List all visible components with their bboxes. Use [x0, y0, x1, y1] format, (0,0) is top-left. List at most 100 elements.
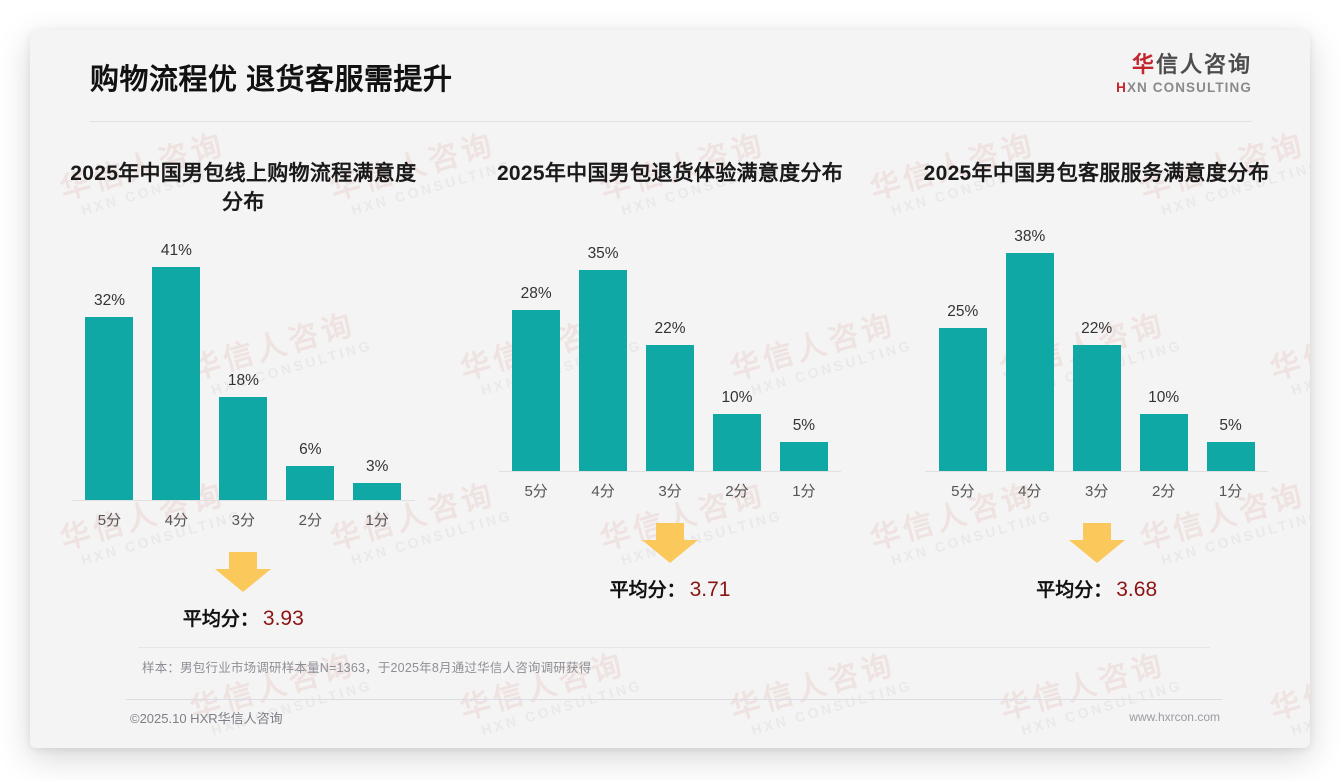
arrow-shaft [1082, 522, 1111, 541]
header-divider [90, 121, 1252, 122]
bar[interactable] [353, 482, 402, 500]
average-score-block: 平均分： 3.68 [897, 522, 1296, 602]
bar-value-label: 25% [947, 302, 979, 320]
chart-panel-3: 2025年中国男包客服服务满意度分布 25% 38% 22% 10% 5% 5分 4分 3分 2分… [883, 140, 1310, 670]
arrow-down-icon [1068, 522, 1125, 563]
arrow-head [642, 539, 698, 563]
x-axis-tick-label: 5分 [951, 483, 975, 501]
bar-slot: 22% [1063, 213, 1130, 471]
bar[interactable] [1206, 441, 1255, 471]
arrow-head [1068, 539, 1125, 563]
bar-slot: 41% [143, 242, 210, 500]
bar-value-label: 38% [1014, 227, 1046, 245]
average-score-label: 平均分： [1036, 579, 1113, 601]
bar-slot: 18% [210, 242, 277, 500]
footer-divider [126, 699, 1222, 700]
chart-plot-area: 28% 35% 22% 10% 5% 5分 4分 3分 2分 1分 [498, 207, 842, 507]
bar[interactable] [512, 309, 561, 471]
bar-slot: 6% [277, 242, 344, 500]
chart-plot-area: 32% 41% 18% 6% 3% 5分 4分 3分 2分 1分 [72, 236, 415, 536]
arrow-head [215, 568, 272, 592]
x-axis-tick-label: 5分 [524, 483, 548, 501]
arrow-shaft [229, 551, 258, 570]
average-score-block: 平均分： 3.93 [44, 551, 443, 631]
bar[interactable] [579, 269, 628, 471]
bar-value-label: 10% [1148, 388, 1180, 406]
source-footnote: 样本：男包行业市场调研样本量N=1363，于2025年8月通过华信人咨询调研获得 [142, 661, 592, 675]
logo-cn-accent: 华 [1131, 52, 1156, 77]
x-axis-tick-label: 2分 [1151, 483, 1176, 501]
bar[interactable] [85, 316, 134, 500]
bar-group: 28% 35% 22% 10% 5% [503, 213, 838, 471]
bar-value-label: 28% [520, 284, 552, 302]
bar-value-label: 41% [160, 241, 192, 259]
bar[interactable] [219, 396, 268, 500]
charts-row: 2025年中国男包线上购物流程满意度分布 32% 41% 18% 6% 3% 5分 4分 3分 2… [30, 140, 1310, 670]
logo-en-accent: H [1116, 80, 1127, 96]
x-axis-tick-label: 2分 [298, 512, 322, 530]
bar[interactable] [1139, 413, 1188, 471]
bar-value-label: 5% [792, 416, 816, 434]
bar[interactable] [1072, 344, 1121, 471]
bar-slot: 10% [1130, 213, 1197, 471]
bar-slot: 5% [1197, 213, 1264, 471]
bar-slot: 32% [76, 242, 143, 500]
bar-group: 32% 41% 18% 6% 3% [76, 242, 411, 500]
x-axis-tick-label: 3分 [1085, 483, 1109, 501]
x-axis-tick-label: 1分 [792, 483, 816, 501]
x-axis-tick-label: 1分 [365, 512, 389, 530]
page-title: 购物流程优 退货客服需提升 [90, 64, 453, 96]
x-axis-line [72, 499, 415, 501]
bar[interactable] [712, 413, 761, 471]
slide-header: 购物流程优 退货客服需提升 华信人咨询 HXN CONSULTING [30, 30, 1310, 122]
x-axis-tick-label: 4分 [591, 483, 615, 501]
x-axis-tick-label: 1分 [1218, 483, 1243, 501]
average-score-line: 平均分： 3.68 [1036, 575, 1157, 602]
average-score-value: 3.93 [262, 606, 304, 630]
logo-en-rest: XN CONSULTING [1126, 80, 1252, 96]
average-score-value: 3.68 [1116, 577, 1158, 601]
arrow-down-icon [642, 522, 698, 563]
copyright-text: ©2025.10 HXR华信人咨询 [130, 711, 283, 726]
bar-value-label: 5% [1219, 416, 1242, 434]
website-url: www.hxrcon.com [1129, 710, 1220, 724]
bar-slot: 38% [996, 213, 1063, 471]
bar-slot: 5% [770, 213, 837, 471]
logo-chinese-text: 华信人咨询 [1116, 52, 1252, 77]
bar-slot: 35% [570, 213, 637, 471]
average-score-line: 平均分： 3.93 [183, 604, 304, 631]
bar-value-label: 32% [93, 291, 125, 309]
x-axis-tick-label: 3分 [231, 512, 256, 530]
bar-slot: 22% [637, 213, 704, 471]
slide-footer: ©2025.10 HXR华信人咨询 www.hxrcon.com [30, 704, 1310, 732]
x-axis-labels: 5分 4分 3分 2分 1分 [76, 504, 411, 536]
bar-value-label: 3% [366, 457, 389, 475]
chart-title: 2025年中国男包退货体验满意度分布 [496, 162, 844, 185]
average-score-line: 平均分： 3.71 [610, 575, 731, 602]
bar[interactable] [286, 465, 335, 500]
bar-slot: 25% [929, 213, 996, 471]
x-axis-tick-label: 2分 [725, 483, 749, 501]
bar[interactable] [779, 441, 828, 471]
average-score-block: 平均分： 3.71 [471, 522, 870, 602]
bar-value-label: 22% [1081, 319, 1113, 337]
bar[interactable] [152, 266, 201, 500]
x-axis-labels: 5分 4分 3分 2分 1分 [929, 475, 1264, 507]
bar-group: 25% 38% 22% 10% 5% [929, 213, 1264, 471]
chart-plot-area: 25% 38% 22% 10% 5% 5分 4分 3分 2分 1分 [925, 207, 1269, 507]
average-score-label: 平均分： [182, 608, 259, 630]
bar[interactable] [938, 327, 987, 471]
bar-value-label: 22% [654, 319, 686, 337]
chart-panel-2: 2025年中国男包退货体验满意度分布 28% 35% 22% 10% 5% 5分 4分 3分 2分… [457, 140, 884, 670]
x-axis-line [925, 470, 1269, 472]
x-axis-tick-label: 3分 [658, 483, 682, 501]
bar-value-label: 18% [227, 371, 259, 389]
bar-value-label: 6% [299, 440, 322, 458]
bar-value-label: 35% [587, 244, 619, 262]
bar[interactable] [646, 344, 695, 471]
bar[interactable] [1005, 252, 1054, 471]
x-axis-labels: 5分 4分 3分 2分 1分 [503, 475, 838, 507]
footnote-divider [138, 647, 1210, 648]
x-axis-tick-label: 4分 [164, 512, 189, 530]
average-score-label: 平均分： [609, 579, 686, 601]
